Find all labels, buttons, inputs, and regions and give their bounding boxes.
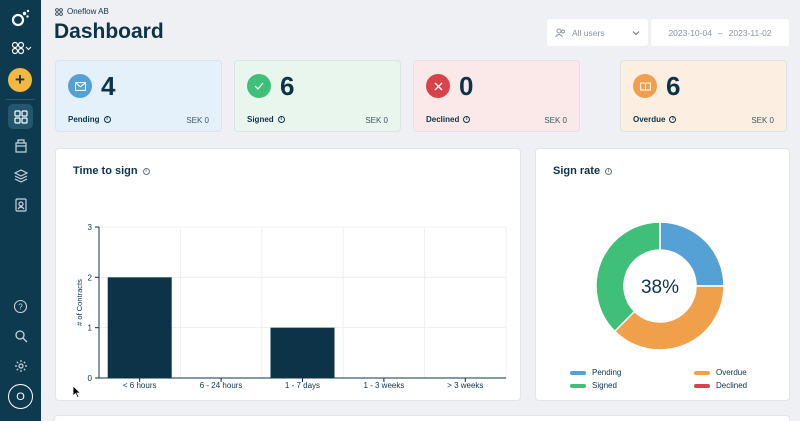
date-to[interactable]: 2023-11-02: [728, 27, 772, 38]
next-card: [54, 415, 790, 421]
time-to-sign-title: Time to sign i: [73, 165, 150, 177]
stat-card-declined[interactable]: 0 Declined i SEK 0: [413, 60, 580, 132]
users-select[interactable]: All users: [547, 19, 648, 46]
info-icon[interactable]: i: [277, 116, 285, 123]
time-to-sign-card: Time to sign i 0 1 2 3 < 6 hours 6 - 24 hours…: [55, 148, 521, 401]
stat-value: 4: [101, 71, 116, 101]
time-to-sign-chart: 0 1 2 3 < 6 hours 6 - 24 hours 1 - 7 days 1 - 3…: [75, 223, 507, 390]
donut-slice-overdue[interactable]: [613, 285, 725, 351]
stat-label: Pending i: [68, 115, 111, 124]
date-separator: –: [717, 27, 723, 38]
stat-label: Overdue i: [633, 115, 677, 124]
x-tick-label: < 6 hours: [123, 381, 157, 390]
sign-rate-title: Sign rate i: [553, 165, 613, 177]
stat-card-overdue[interactable]: 6 Overdue i SEK 0: [620, 60, 787, 132]
legend-swatch-signed: [570, 383, 586, 388]
legend-swatch-pending: [570, 370, 586, 375]
x-icon: [426, 74, 450, 98]
book-icon: [633, 74, 657, 98]
stat-value: 0: [459, 71, 474, 101]
info-icon[interactable]: i: [605, 167, 613, 175]
avatar[interactable]: O: [8, 384, 33, 409]
info-icon[interactable]: i: [669, 116, 677, 123]
legend-swatch-declined: [694, 383, 710, 388]
page-title: Dashboard: [54, 20, 164, 43]
legend-label: Pending: [592, 368, 622, 377]
donut-slice-signed[interactable]: [595, 221, 661, 333]
stat-amount: SEK 0: [365, 116, 388, 125]
y-tick-label: 2: [88, 273, 93, 282]
legend-item: Overdue: [694, 368, 747, 377]
info-icon[interactable]: i: [142, 167, 150, 175]
sign-rate-title-text: Sign rate: [553, 165, 601, 177]
org-name[interactable]: Oneflow AB: [55, 7, 109, 16]
y-tick-label: 0: [88, 374, 93, 383]
x-tick-label: 1 - 3 weeks: [363, 381, 404, 390]
stat-label: Signed i: [247, 115, 285, 124]
x-tick-label: 1 - 7 days: [285, 381, 320, 390]
legend-swatch-overdue: [694, 370, 710, 375]
sign-rate-chart: 38%: [595, 221, 725, 351]
legend-item: Declined: [694, 381, 747, 390]
envelope-icon: [68, 74, 92, 98]
org-icon: [55, 7, 63, 16]
stat-value: 6: [666, 71, 681, 101]
mouse-cursor-icon: [72, 385, 82, 399]
y-tick-label: 1: [88, 324, 93, 333]
svg-text:?: ?: [18, 303, 23, 312]
help-icon[interactable]: ?: [8, 294, 33, 319]
stat-label-text: Signed: [247, 115, 274, 124]
contacts-icon[interactable]: [8, 192, 33, 217]
bar[interactable]: [270, 327, 335, 378]
x-tick-label: > 3 weeks: [447, 381, 483, 390]
stat-label-text: Declined: [426, 115, 460, 124]
templates-icon[interactable]: [8, 163, 33, 188]
stat-amount: SEK 0: [751, 116, 774, 125]
stat-label-text: Pending: [68, 115, 100, 124]
stat-amount: SEK 0: [544, 116, 567, 125]
bar[interactable]: [107, 277, 172, 378]
sign-rate-card: Sign rate i 38% Pending Overdue Signed D…: [535, 148, 790, 401]
sidebar: + ? O: [0, 0, 41, 421]
info-icon[interactable]: i: [103, 116, 111, 123]
legend-item: Pending: [570, 368, 621, 377]
stat-label-text: Overdue: [633, 115, 666, 124]
users-icon: [555, 28, 565, 37]
stat-value: 6: [280, 71, 295, 101]
check-icon: [247, 74, 271, 98]
x-tick-label: 6 - 24 hours: [200, 381, 243, 390]
stat-label: Declined i: [426, 115, 471, 124]
legend-label: Signed: [592, 381, 617, 390]
add-icon[interactable]: +: [8, 68, 32, 92]
dashboard-icon[interactable]: [8, 104, 33, 129]
legend-label: Overdue: [716, 368, 747, 377]
stat-amount: SEK 0: [186, 116, 209, 125]
logo-icon[interactable]: [8, 5, 33, 30]
info-icon[interactable]: i: [463, 116, 471, 123]
search-icon[interactable]: [8, 323, 33, 348]
donut-center-label: 38%: [641, 277, 679, 298]
org-switch-icon[interactable]: [8, 35, 35, 60]
date-from[interactable]: 2023-10-04: [668, 27, 712, 38]
users-select-value: All users: [572, 27, 605, 38]
stat-card-pending[interactable]: 4 Pending i SEK 0: [55, 60, 222, 132]
org-name-label: Oneflow AB: [67, 7, 109, 16]
y-tick-label: 3: [88, 223, 93, 232]
legend-item: Signed: [570, 381, 617, 390]
stat-card-signed[interactable]: 6 Signed i SEK 0: [234, 60, 401, 132]
time-to-sign-title-text: Time to sign: [73, 165, 138, 177]
documents-icon[interactable]: [8, 133, 33, 158]
settings-icon[interactable]: [8, 353, 33, 378]
sidebar-divider: [6, 99, 35, 100]
chevron-down-icon: [632, 30, 640, 35]
legend-label: Declined: [716, 381, 748, 390]
y-axis-label: # of Contracts: [75, 279, 84, 326]
date-range-picker[interactable]: 2023-10-04 – 2023-11-02: [651, 19, 789, 46]
